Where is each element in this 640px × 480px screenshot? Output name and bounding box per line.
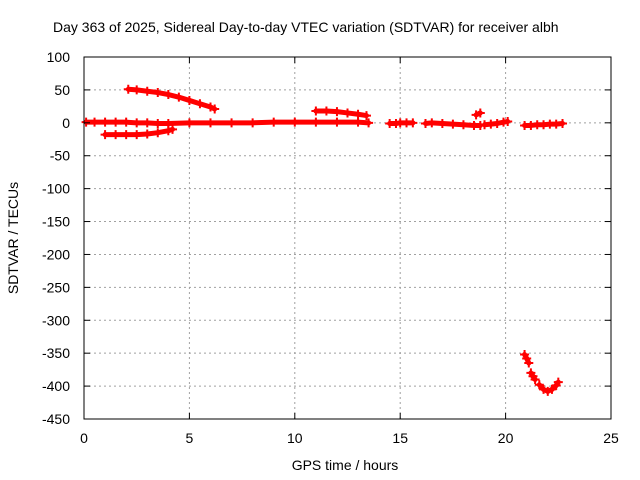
data-point	[558, 118, 568, 128]
data-layer	[81, 84, 568, 396]
x-tick-label: 20	[498, 430, 514, 446]
x-axis-label: GPS time / hours	[292, 457, 399, 473]
data-point	[408, 118, 418, 128]
tick-layer	[83, 56, 612, 420]
y-tick-label: -400	[42, 378, 70, 394]
plot-frame	[83, 56, 612, 420]
data-point	[524, 358, 534, 368]
data-point	[530, 375, 540, 385]
data-point	[475, 108, 485, 118]
y-axis-label: SDTVAR / TECUs	[5, 182, 21, 294]
y-tick-label: -50	[50, 148, 70, 164]
data-point	[364, 118, 374, 128]
y-tick-label: 100	[47, 49, 71, 65]
data-point	[361, 111, 371, 121]
y-tick-label: -100	[42, 181, 70, 197]
chart-title: Day 363 of 2025, Sidereal Day-to-day VTE…	[53, 19, 559, 35]
y-tick-label: -350	[42, 345, 70, 361]
y-tick-label: -450	[42, 411, 70, 427]
data-point	[210, 104, 220, 114]
x-tick-label: 5	[186, 430, 194, 446]
y-tick-label: -250	[42, 279, 70, 295]
x-tick-label: 25	[603, 430, 619, 446]
grid-layer	[84, 57, 611, 419]
data-point	[168, 124, 178, 134]
data-point	[503, 117, 513, 127]
label-layer: 0 5 10 15 20 25 100 50 0 -50 -100 -150 -200 -250 -300 -…	[42, 49, 619, 446]
y-tick-label: -200	[42, 246, 70, 262]
x-tick-label: 15	[392, 430, 408, 446]
x-tick-label: 10	[287, 430, 303, 446]
y-tick-label: -300	[42, 312, 70, 328]
y-tick-label: -150	[42, 214, 70, 230]
x-tick-label: 0	[80, 430, 88, 446]
y-tick-label: 0	[62, 115, 70, 131]
y-tick-label: 50	[54, 82, 70, 98]
data-point	[553, 377, 563, 387]
